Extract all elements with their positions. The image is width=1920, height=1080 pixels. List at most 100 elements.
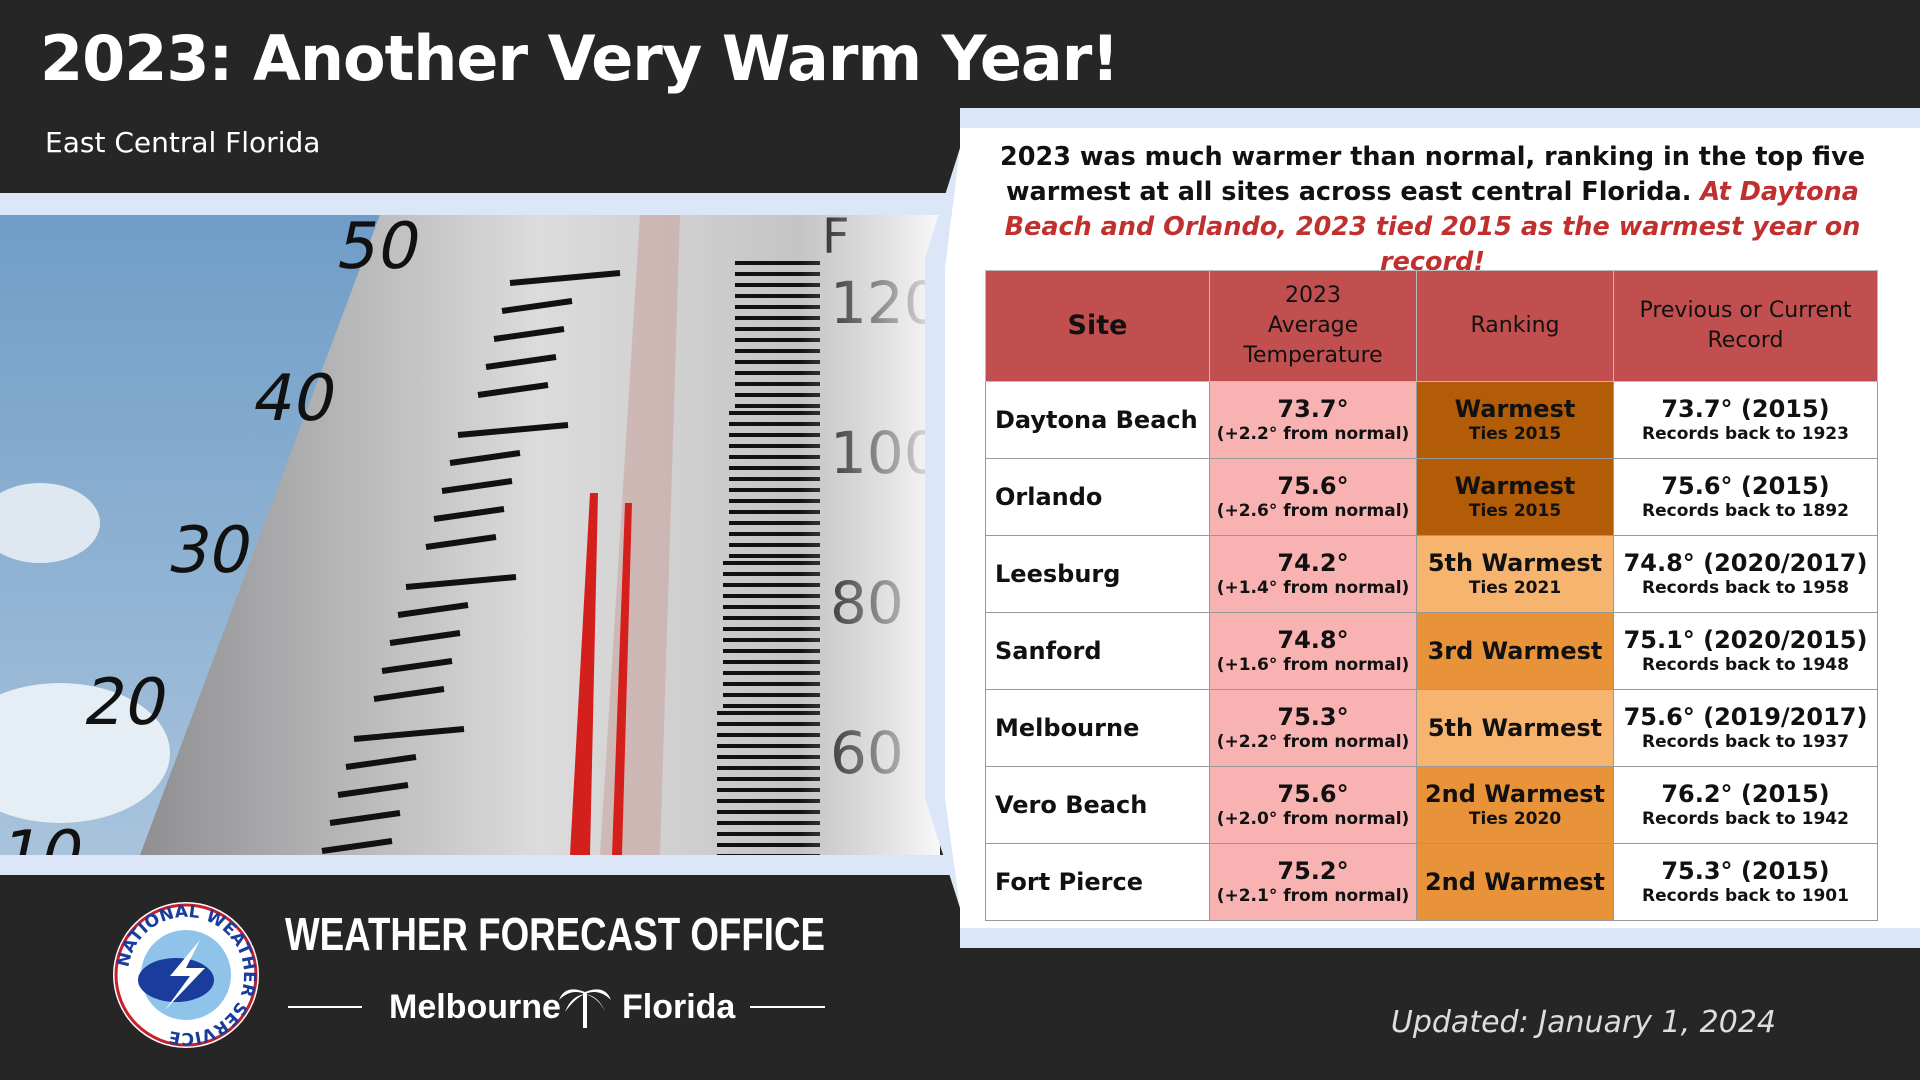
record: 75.3° (2015) [1661, 857, 1830, 885]
record: 75.6° (2019/2017) [1623, 703, 1868, 731]
rank-cell: 5th Warmest Ties 2021 [1416, 535, 1614, 613]
avg-cell: 75.2° (+2.1° from normal) [1209, 843, 1417, 921]
departure: (+1.6° from normal) [1216, 655, 1410, 675]
state: Florida [622, 988, 736, 1026]
record-cell: 75.1° (2020/2015) Records back to 1948 [1613, 612, 1878, 690]
rank-cell: Warmest Ties 2015 [1416, 458, 1614, 536]
strip [0, 193, 960, 215]
logo-bolt [165, 940, 205, 1010]
rank-note: Ties 2020 [1468, 809, 1562, 829]
departure: (+2.2° from normal) [1216, 424, 1410, 444]
avg-temp: 75.6° [1277, 472, 1349, 500]
record-cell: 75.6° (2019/2017) Records back to 1937 [1613, 689, 1878, 767]
rank: 2nd Warmest [1424, 868, 1605, 896]
avg-temp: 75.6° [1277, 780, 1349, 808]
rank-cell: 2nd Warmest Ties 2020 [1416, 766, 1614, 844]
record: 73.7° (2015) [1661, 395, 1830, 423]
avg-temp: 75.3° [1277, 703, 1349, 731]
header-row: Site 2023 Average Temperature Ranking Pr… [985, 270, 1878, 382]
site-cell: Melbourne [985, 689, 1210, 767]
avg-cell: 74.2° (+1.4° from normal) [1209, 535, 1417, 613]
rank: 2nd Warmest [1424, 780, 1605, 808]
table-row: Orlando 75.6° (+2.6° from normal) Warmest Ti… [985, 458, 1878, 536]
record: 75.1° (2020/2015) [1623, 626, 1868, 654]
logo-ring [114, 903, 258, 1047]
header-cell: 2023 Average Temperature [1209, 270, 1417, 382]
palm-icon [559, 989, 611, 1028]
record-note: Records back to 1942 [1642, 809, 1849, 829]
record-note: Records back to 1948 [1642, 655, 1849, 675]
record-cell: 75.6° (2015) Records back to 1892 [1613, 458, 1878, 536]
table-body: Daytona Beach 73.7° (+2.2° from normal) War… [985, 381, 1878, 921]
site-cell: Leesburg [985, 535, 1210, 613]
avg-cell: 74.8° (+1.6° from normal) [1209, 612, 1417, 690]
site-cell: Daytona Beach [985, 381, 1210, 459]
departure: (+2.2° from normal) [1216, 732, 1410, 752]
avg-temp: 73.7° [1277, 395, 1349, 423]
table-head: Site 2023 Average Temperature Ranking Pr… [985, 270, 1878, 382]
record-note: Records back to 1901 [1642, 886, 1849, 906]
record-note: Records back to 1937 [1642, 732, 1849, 752]
departure: (+1.4° from normal) [1216, 578, 1410, 598]
avg-temp: 74.8° [1277, 626, 1349, 654]
record-cell: 73.7° (2015) Records back to 1923 [1613, 381, 1878, 459]
rank-note: Ties 2015 [1468, 501, 1562, 521]
record-cell: 74.8° (2020/2017) Records back to 1958 [1613, 535, 1878, 613]
departure: (+2.6° from normal) [1216, 501, 1410, 521]
rank-cell: 5th Warmest [1416, 689, 1614, 767]
rank-cell: Warmest Ties 2015 [1416, 381, 1614, 459]
summary-text: 2023 was much warmer than normal, rankin… [1000, 142, 1865, 207]
record-cell: 75.3° (2015) Records back to 1901 [1613, 843, 1878, 921]
departure: (+2.1° from normal) [1216, 886, 1410, 906]
rank: Warmest [1454, 395, 1576, 423]
strip [0, 855, 960, 875]
rank-cell: 2nd Warmest [1416, 843, 1614, 921]
rank-note: Ties 2021 [1468, 578, 1562, 598]
site-cell: Orlando [985, 458, 1210, 536]
rank: 5th Warmest [1427, 714, 1603, 742]
records-table: Site 2023 Average Temperature Ranking Pr… [985, 270, 1878, 921]
footer-logo: NATIONAL WEATHER SERVICE WEATHER FORECAS… [113, 902, 825, 1048]
site-cell: Vero Beach [985, 766, 1210, 844]
departure: (+2.0° from normal) [1216, 809, 1410, 829]
record: 75.6° (2015) [1661, 472, 1830, 500]
avg-cell: 75.3° (+2.2° from normal) [1209, 689, 1417, 767]
record: 74.8° (2020/2017) [1623, 549, 1868, 577]
rank-cell: 3rd Warmest [1416, 612, 1614, 690]
table-row: Melbourne 75.3° (+2.2° from normal) 5th War… [985, 689, 1878, 767]
subtitle: East Central Florida [45, 126, 321, 159]
avg-cell: 75.6° (+2.0° from normal) [1209, 766, 1417, 844]
table-row: Daytona Beach 73.7° (+2.2° from normal) War… [985, 381, 1878, 459]
avg-temp: 74.2° [1277, 549, 1349, 577]
title: 2023: Another Very Warm Year! [40, 22, 1120, 95]
rank: 5th Warmest [1427, 549, 1603, 577]
summary: 2023 was much warmer than normal, rankin… [985, 140, 1880, 280]
updated: Updated: January 1, 2024 [1390, 1005, 1776, 1040]
site-cell: Fort Pierce [985, 843, 1210, 921]
header-text: 2023 Average Temperature [1243, 283, 1383, 368]
avg-temp: 75.2° [1277, 857, 1349, 885]
rank: Warmest [1454, 472, 1576, 500]
rank-note: Ties 2015 [1468, 424, 1562, 444]
header-cell: Previous or Current Record [1613, 270, 1878, 382]
site-cell: Sanford [985, 612, 1210, 690]
record-cell: 76.2° (2015) Records back to 1942 [1613, 766, 1878, 844]
header-cell: Site [985, 270, 1210, 382]
office: WEATHER FORECAST OFFICE [285, 908, 825, 960]
table-row: Fort Pierce 75.2° (+2.1° from normal) 2nd W… [985, 843, 1878, 921]
avg-cell: 75.6° (+2.6° from normal) [1209, 458, 1417, 536]
table-row: Vero Beach 75.6° (+2.0° from normal) 2nd Wa… [985, 766, 1878, 844]
avg-cell: 73.7° (+2.2° from normal) [1209, 381, 1417, 459]
table-row: Leesburg 74.2° (+1.4° from normal) 5th Warm… [985, 535, 1878, 613]
header-cell: Ranking [1416, 270, 1614, 382]
table-row: Sanford 74.8° (+1.6° from normal) 3rd Warme… [985, 612, 1878, 690]
record: 76.2° (2015) [1661, 780, 1830, 808]
record-note: Records back to 1958 [1642, 578, 1849, 598]
city: Melbourne [389, 988, 561, 1026]
record-note: Records back to 1923 [1642, 424, 1849, 444]
record-note: Records back to 1892 [1642, 501, 1849, 521]
thermometer-photo: 5040302010F1201008060 [0, 193, 960, 875]
fade [0, 215, 940, 855]
